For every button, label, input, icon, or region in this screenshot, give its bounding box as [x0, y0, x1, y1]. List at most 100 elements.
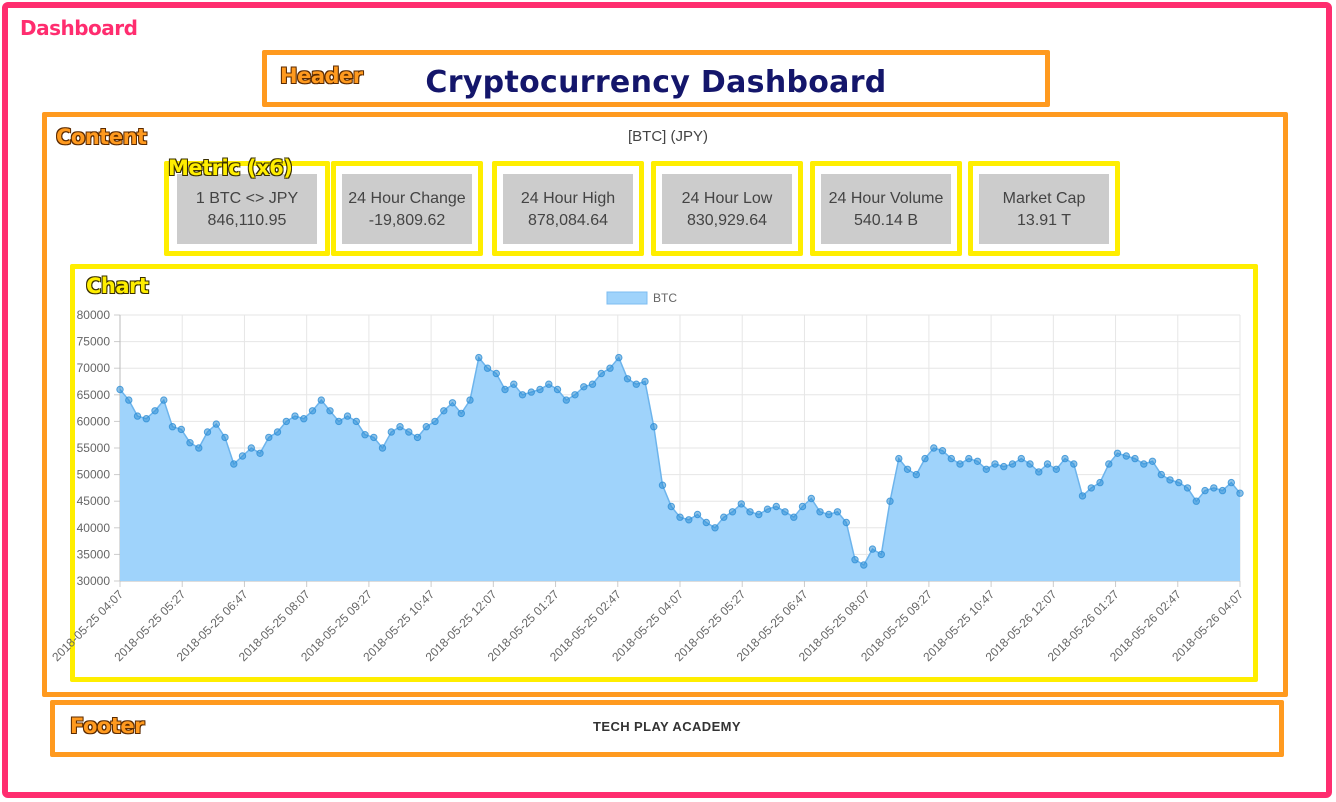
metric-card-high: 24 Hour High 878,084.64 — [503, 174, 633, 244]
data-point — [772, 502, 780, 511]
y-tick-label: 60000 — [77, 414, 111, 428]
data-point — [247, 444, 256, 452]
y-tick-label: 70000 — [77, 361, 111, 375]
data-point — [606, 364, 614, 372]
data-point — [956, 460, 964, 468]
data-point — [1210, 484, 1218, 492]
metric-card-price: 1 BTC <> JPY 846,110.95 — [177, 174, 317, 244]
data-point — [1218, 486, 1227, 495]
data-point — [1017, 454, 1025, 463]
metric-card-market-cap: Market Cap 13.91 T — [979, 174, 1109, 244]
data-point — [501, 385, 509, 394]
data-point — [536, 385, 544, 394]
data-point — [291, 412, 299, 420]
data-point — [755, 510, 763, 519]
data-point — [623, 375, 632, 383]
data-point — [912, 470, 920, 479]
data-point — [1070, 460, 1078, 468]
data-point — [825, 510, 833, 519]
y-tick-label: 65000 — [77, 388, 111, 402]
data-point — [676, 513, 684, 521]
data-point — [1148, 457, 1157, 465]
data-point — [1122, 452, 1131, 460]
data-point — [1157, 470, 1166, 479]
data-point — [1078, 492, 1087, 500]
data-point — [982, 465, 990, 473]
page-title: Cryptocurrency Dashboard — [425, 65, 887, 100]
data-point — [370, 433, 378, 442]
legend-label: BTC — [653, 291, 677, 305]
data-point — [650, 423, 658, 431]
header-section: Cryptocurrency Dashboard — [262, 50, 1050, 107]
data-point — [238, 452, 247, 460]
data-point — [1035, 468, 1043, 476]
data-point — [842, 518, 850, 527]
data-point — [431, 417, 439, 426]
data-point — [1166, 476, 1174, 484]
data-point — [483, 364, 492, 372]
data-point — [903, 465, 912, 473]
data-point — [265, 433, 273, 442]
data-point — [317, 396, 325, 404]
data-point — [580, 383, 588, 391]
data-point — [1175, 478, 1183, 487]
data-point — [116, 385, 124, 394]
data-point — [833, 508, 842, 516]
data-point — [860, 561, 868, 569]
data-point — [711, 524, 719, 532]
data-point — [702, 518, 710, 527]
data-point — [615, 353, 623, 362]
data-point — [256, 449, 264, 457]
data-point — [1061, 454, 1069, 463]
data-point — [588, 380, 597, 388]
data-point — [641, 377, 649, 386]
data-point — [168, 423, 177, 431]
data-point — [597, 369, 605, 378]
data-point — [667, 502, 675, 511]
data-point — [352, 417, 360, 426]
metric-value: 13.91 T — [1017, 212, 1071, 229]
data-point — [1183, 484, 1192, 492]
data-point — [186, 439, 194, 447]
y-tick-label: 75000 — [77, 335, 111, 349]
data-point — [973, 457, 982, 465]
metric-label: 24 Hour Change — [348, 190, 466, 207]
data-point — [571, 391, 579, 399]
currency-pair-subtitle: [BTC] (JPY) — [627, 128, 708, 145]
metric-value: 878,084.64 — [527, 212, 609, 229]
data-point — [466, 396, 474, 404]
data-point — [781, 508, 789, 516]
data-point — [387, 428, 395, 436]
metric-panel: 24 Hour Change -19,809.62 — [331, 161, 483, 256]
data-point — [203, 428, 212, 436]
data-point — [658, 481, 667, 489]
footer-section: TECH PLAY ACADEMY — [50, 700, 1284, 757]
data-point — [545, 380, 553, 388]
data-point — [300, 415, 308, 423]
data-point — [1052, 465, 1061, 473]
data-point — [947, 454, 955, 463]
content-section — [42, 112, 1288, 697]
data-point — [177, 425, 186, 434]
data-point — [1087, 484, 1096, 492]
data-point — [938, 447, 947, 455]
y-tick-label: 80000 — [77, 308, 111, 322]
metric-value: -19,809.62 — [368, 212, 446, 229]
data-point — [1113, 449, 1122, 457]
data-point — [1227, 478, 1236, 487]
data-point — [693, 510, 702, 519]
data-point — [1105, 460, 1113, 468]
metric-card-change: 24 Hour Change -19,809.62 — [342, 174, 472, 244]
data-point — [405, 428, 413, 436]
data-point — [457, 409, 465, 418]
metric-card-volume: 24 Hour Volume 540.14 B — [821, 174, 951, 244]
data-point — [720, 513, 728, 521]
data-point — [868, 545, 877, 553]
metric-label: 24 Hour High — [520, 190, 616, 207]
metric-panel: 24 Hour High 878,084.64 — [492, 161, 644, 256]
data-point — [746, 508, 754, 516]
data-point — [895, 454, 903, 463]
data-point — [1131, 454, 1139, 463]
